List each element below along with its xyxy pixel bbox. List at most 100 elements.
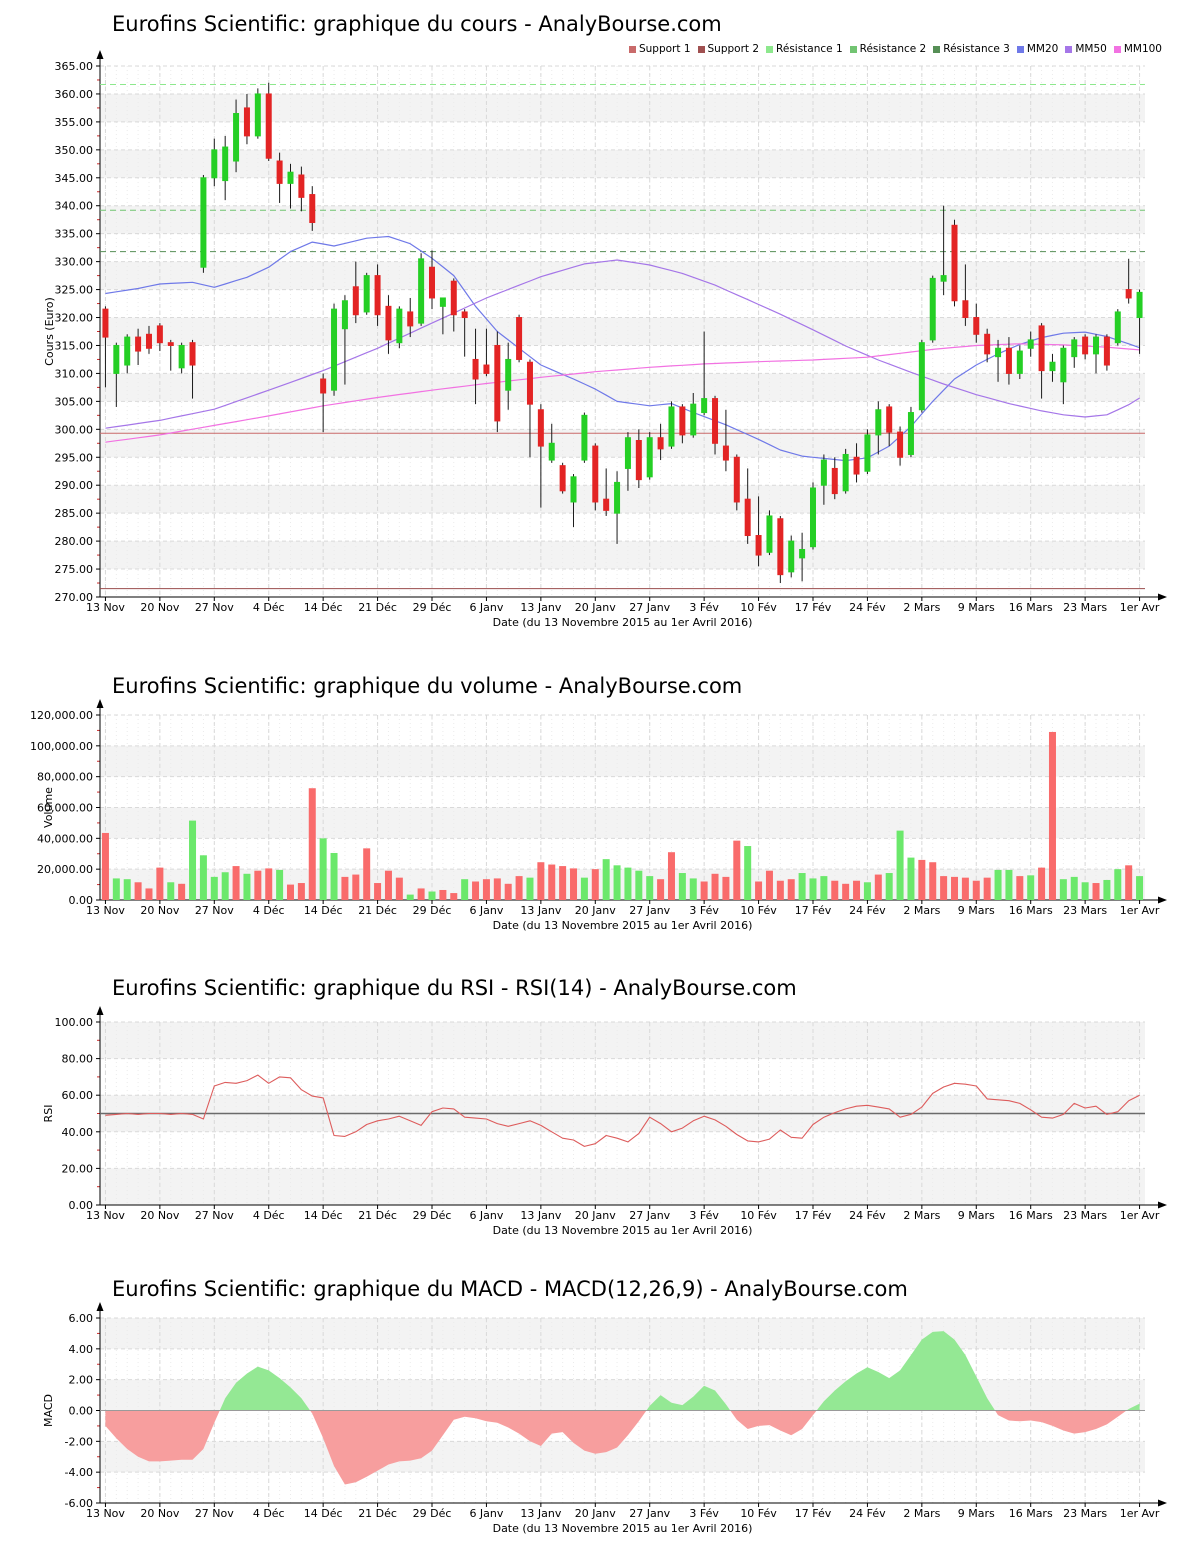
legend-item-résistance-2: Résistance 2: [849, 43, 926, 55]
svg-text:40,000.00: 40,000.00: [37, 832, 93, 845]
svg-text:345.00: 345.00: [55, 172, 94, 185]
svg-text:13 Janv: 13 Janv: [520, 1209, 561, 1222]
svg-text:29 Déc: 29 Déc: [413, 1209, 452, 1222]
svg-text:-4.00: -4.00: [65, 1466, 93, 1479]
svg-text:16 Mars: 16 Mars: [1009, 1209, 1053, 1222]
legend-item-résistance-3: Résistance 3: [933, 43, 1010, 55]
svg-text:300.00: 300.00: [55, 423, 94, 436]
svg-text:24 Fév: 24 Fév: [849, 904, 886, 917]
svg-text:27 Janv: 27 Janv: [629, 904, 670, 917]
svg-text:14 Déc: 14 Déc: [304, 1209, 343, 1222]
svg-text:270.00: 270.00: [55, 591, 94, 604]
svg-text:320.00: 320.00: [55, 312, 94, 325]
svg-text:27 Janv: 27 Janv: [629, 601, 670, 614]
legend-swatch: [1113, 45, 1121, 53]
svg-text:Date (du 13 Novembre 2015 au 1: Date (du 13 Novembre 2015 au 1er Avril 2…: [493, 919, 753, 932]
svg-text:315.00: 315.00: [55, 339, 94, 352]
svg-text:20 Janv: 20 Janv: [575, 601, 616, 614]
svg-text:0.00: 0.00: [69, 1199, 94, 1212]
svg-text:-6.00: -6.00: [65, 1497, 93, 1510]
macd-chart-title: Eurofins Scientific: graphique du MACD -…: [112, 1277, 908, 1301]
rsi-chart-title: Eurofins Scientific: graphique du RSI - …: [112, 976, 797, 1000]
svg-text:3 Fév: 3 Fév: [689, 1209, 719, 1222]
svg-text:285.00: 285.00: [55, 507, 94, 520]
legend-swatch: [697, 45, 705, 53]
legend-item-support-1: Support 1: [628, 43, 691, 55]
svg-text:1er Avr: 1er Avr: [1120, 601, 1160, 614]
svg-text:14 Déc: 14 Déc: [304, 601, 343, 614]
legend-item-résistance-1: Résistance 1: [766, 43, 843, 55]
svg-text:1er Avr: 1er Avr: [1120, 904, 1160, 917]
svg-text:Volume: Volume: [42, 787, 55, 828]
svg-text:21 Déc: 21 Déc: [358, 1507, 397, 1520]
legend-swatch: [1065, 45, 1073, 53]
svg-text:2 Mars: 2 Mars: [903, 1507, 940, 1520]
svg-text:20 Janv: 20 Janv: [575, 1209, 616, 1222]
svg-text:13 Janv: 13 Janv: [520, 1507, 561, 1520]
svg-text:16 Mars: 16 Mars: [1009, 1507, 1053, 1520]
svg-text:10 Fév: 10 Fév: [740, 601, 777, 614]
svg-text:20 Nov: 20 Nov: [140, 904, 179, 917]
svg-text:14 Déc: 14 Déc: [304, 904, 343, 917]
svg-text:365.00: 365.00: [55, 60, 94, 73]
volume-chart-section: 0.00 20,000.00 40,000.00 60,000.00 80,000.00…: [0, 660, 1200, 970]
svg-text:335.00: 335.00: [55, 228, 94, 241]
svg-text:29 Déc: 29 Déc: [413, 601, 452, 614]
svg-text:60,000.00: 60,000.00: [37, 802, 93, 815]
svg-text:275.00: 275.00: [55, 563, 94, 576]
legend-label: MM20: [1026, 43, 1059, 55]
svg-text:80,000.00: 80,000.00: [37, 771, 93, 784]
svg-text:360.00: 360.00: [55, 88, 94, 101]
svg-text:RSI: RSI: [42, 1105, 55, 1123]
svg-text:16 Mars: 16 Mars: [1009, 904, 1053, 917]
price-chart-section: 270.00 275.00 280.00 285.00 290.00 295.00 300.…: [0, 0, 1200, 660]
svg-text:21 Déc: 21 Déc: [358, 1209, 397, 1222]
volume-chart-canvas: 0.00 20,000.00 40,000.00 60,000.00 80,000.00…: [30, 699, 1167, 932]
svg-text:80.00: 80.00: [62, 1053, 94, 1066]
svg-text:27 Nov: 27 Nov: [195, 1507, 234, 1520]
legend-swatch: [766, 45, 774, 53]
svg-text:4 Déc: 4 Déc: [253, 1507, 285, 1520]
svg-text:4.00: 4.00: [69, 1343, 94, 1356]
svg-text:3 Fév: 3 Fév: [689, 904, 719, 917]
svg-text:24 Fév: 24 Fév: [849, 601, 886, 614]
legend-swatch: [628, 45, 636, 53]
svg-text:0.00: 0.00: [69, 1405, 94, 1418]
svg-text:9 Mars: 9 Mars: [958, 904, 995, 917]
svg-text:6 Janv: 6 Janv: [469, 601, 503, 614]
svg-text:290.00: 290.00: [55, 479, 94, 492]
svg-text:2.00: 2.00: [69, 1374, 94, 1387]
svg-text:27 Janv: 27 Janv: [629, 1209, 670, 1222]
svg-text:21 Déc: 21 Déc: [358, 904, 397, 917]
svg-text:23 Mars: 23 Mars: [1063, 1507, 1107, 1520]
svg-text:120,000.00: 120,000.00: [30, 709, 93, 722]
svg-text:MACD: MACD: [42, 1394, 55, 1427]
svg-text:13 Janv: 13 Janv: [520, 601, 561, 614]
legend-swatch: [933, 45, 941, 53]
svg-text:13 Nov: 13 Nov: [86, 1209, 125, 1222]
legend-label: MM50: [1075, 43, 1107, 55]
svg-text:20 Janv: 20 Janv: [575, 1507, 616, 1520]
svg-text:20 Janv: 20 Janv: [575, 904, 616, 917]
rsi-chart-section: 0.00 20.00 40.00 60.00 80.00 100.00 13 Nov 20 N…: [0, 970, 1200, 1260]
legend-label: Support 2: [707, 43, 760, 55]
svg-text:17 Fév: 17 Fév: [795, 1209, 832, 1222]
svg-text:Date (du 13 Novembre 2015 au 1: Date (du 13 Novembre 2015 au 1er Avril 2…: [493, 1224, 753, 1237]
svg-text:3 Fév: 3 Fév: [689, 601, 719, 614]
svg-text:27 Nov: 27 Nov: [195, 1209, 234, 1222]
legend-item-support-2: Support 2: [697, 43, 760, 55]
svg-text:330.00: 330.00: [55, 256, 94, 269]
svg-text:355.00: 355.00: [55, 116, 94, 129]
legend-label: Résistance 3: [943, 43, 1010, 55]
svg-text:6 Janv: 6 Janv: [469, 1209, 503, 1222]
svg-text:20 Nov: 20 Nov: [140, 601, 179, 614]
svg-text:14 Déc: 14 Déc: [304, 1507, 343, 1520]
svg-text:9 Mars: 9 Mars: [958, 1507, 995, 1520]
svg-text:Cours (Euro): Cours (Euro): [43, 297, 56, 366]
svg-text:1er Avr: 1er Avr: [1120, 1507, 1160, 1520]
svg-text:Date (du 13 Novembre 2015 au 1: Date (du 13 Novembre 2015 au 1er Avril 2…: [493, 616, 753, 629]
svg-text:21 Déc: 21 Déc: [358, 601, 397, 614]
svg-text:6.00: 6.00: [69, 1312, 94, 1325]
svg-text:4 Déc: 4 Déc: [253, 904, 285, 917]
svg-text:325.00: 325.00: [55, 284, 94, 297]
